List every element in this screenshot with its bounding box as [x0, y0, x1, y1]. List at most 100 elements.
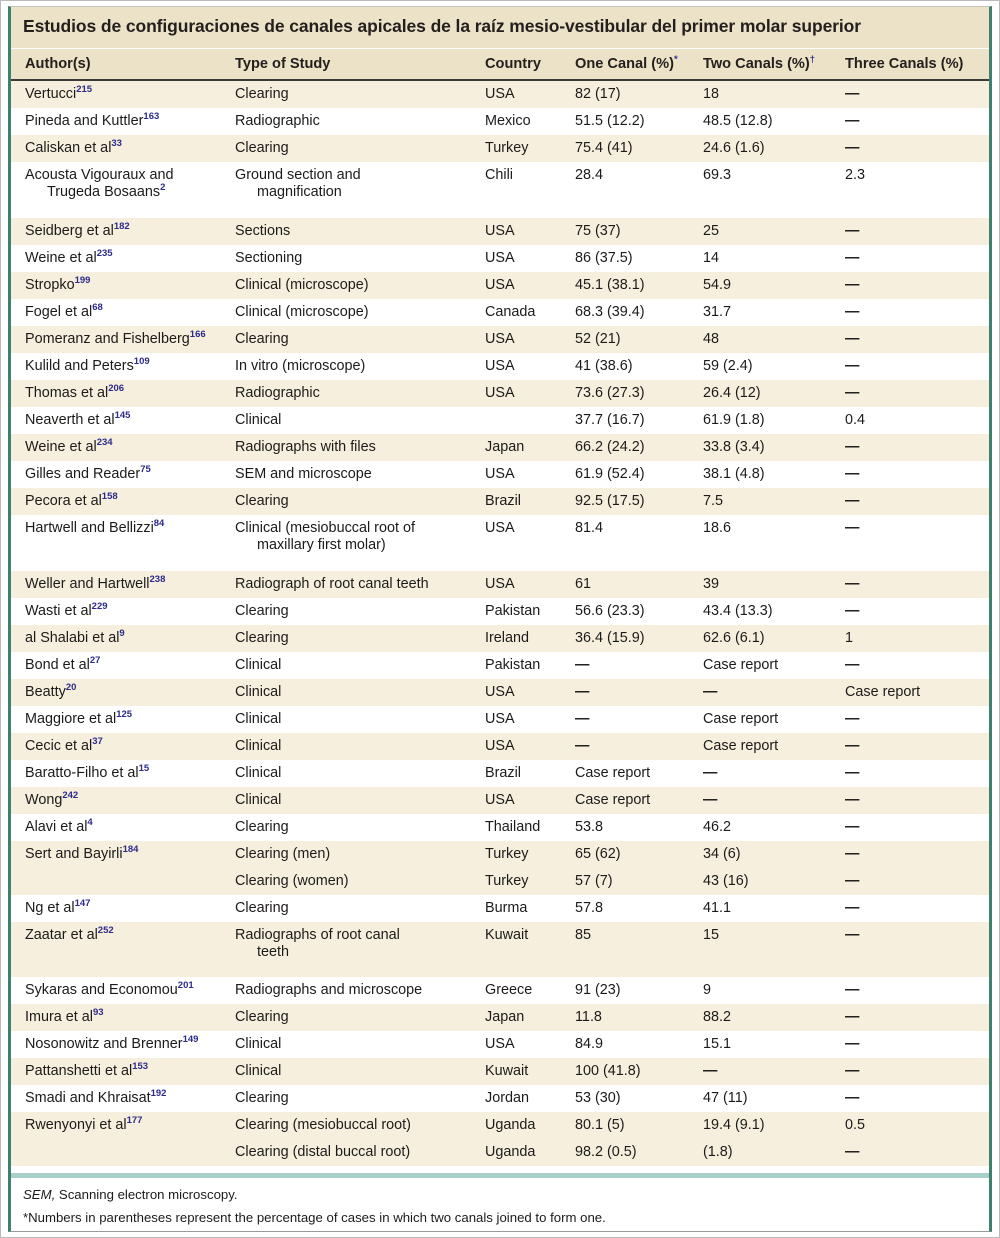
cell-one-canal: — [575, 705, 703, 733]
cell-two-canals-value: 31.7 [703, 303, 732, 320]
cell-two-canals-value: 38.1 (4.8) [703, 465, 765, 482]
author-name: Pomeranz and Fishelberg [25, 330, 190, 347]
cell-one-canal-value: 91 (23) [575, 982, 621, 999]
cell-three-canals: — [845, 1031, 989, 1059]
cell-country-value: Uganda [485, 1144, 536, 1161]
cell-three-canals: — [845, 1139, 989, 1167]
cell-country: Chili [485, 161, 575, 206]
cell-three-canals: — [845, 107, 989, 135]
cell-type-of-study: Sectioning [235, 244, 485, 272]
cell-author: Fogel et al68 [11, 298, 235, 326]
cell-one-canal-value: 85 [575, 926, 592, 943]
cell-one-canal: 37.7 (16.7) [575, 406, 703, 434]
cell-one-canal-value: 37.7 (16.7) [575, 411, 645, 428]
column-header-author-label: Author(s) [25, 56, 91, 72]
cell-two-canals: Case report [703, 732, 845, 760]
type-of-study-text: Radiographic [235, 112, 320, 129]
cell-three-canals: — [845, 433, 989, 461]
one-canal-footnote-marker: * [673, 54, 678, 66]
author-reference-number: 153 [132, 1061, 149, 1073]
type-of-study-text: Clearing (distal buccal root) [235, 1144, 411, 1161]
cell-one-canal-value: 57.8 [575, 899, 604, 916]
author-name: Pineda and Kuttler [25, 112, 144, 129]
cell-three-canals: — [845, 80, 989, 108]
cell-two-canals-value: 14 [703, 249, 720, 266]
table-row: Rwenyonyi et al177 Clearing (mesiobuccal … [11, 1112, 989, 1140]
cell-country-value: Pakistan [485, 602, 541, 619]
table-row: Sert and Bayirli184 Clearing (men) Turkey 6… [11, 840, 989, 868]
cell-two-canals-value: Case report [703, 710, 779, 727]
cell-three-canals: — [845, 352, 989, 380]
cell-one-canal-value: Case report [575, 764, 651, 781]
footnote-abbrev-term: SEM, [23, 1187, 56, 1202]
cell-country-value: USA [485, 330, 515, 347]
cell-two-canals-value: 15.1 [703, 1036, 732, 1053]
cell-author: Pecora et al158 [11, 487, 235, 515]
not-available-dash: — [845, 818, 860, 835]
cell-one-canal: — [575, 651, 703, 679]
cell-country: USA [485, 570, 575, 598]
cell-type-of-study: In vitro (microscope) [235, 352, 485, 380]
cell-country-value: Chili [485, 166, 513, 183]
cell-one-canal: 81.4 [575, 514, 703, 559]
type-of-study-text: Clinical [235, 791, 282, 808]
cell-two-canals-value: 18.6 [703, 519, 732, 536]
cell-author: Hartwell and Bellizzi84 [11, 514, 235, 559]
table-row: Pecora et al158 Clearing Brazil 92.5 (17.5)… [11, 487, 989, 515]
cell-three-canals: — [845, 759, 989, 787]
type-of-study-text: SEM and microscope [235, 465, 372, 482]
cell-one-canal: 68.3 (39.4) [575, 298, 703, 326]
author-name: Kulild and Peters [25, 357, 134, 374]
cell-two-canals: 62.6 (6.1) [703, 624, 845, 652]
cell-type-of-study: Clearing [235, 1004, 485, 1032]
cell-two-canals: 48 [703, 325, 845, 353]
cell-author: Gilles and Reader75 [11, 460, 235, 488]
cell-three-canals: — [845, 597, 989, 625]
author-name: Maggiore et al [25, 710, 117, 727]
cell-country-value: Jordan [485, 1090, 530, 1107]
cell-two-canals: 46.2 [703, 813, 845, 841]
cell-two-canals-value: 88.2 [703, 1009, 732, 1026]
not-available-dash: — [845, 845, 860, 862]
cell-country: USA [485, 460, 575, 488]
cell-one-canal: 91 (23) [575, 977, 703, 1005]
author-reference-number: 37 [92, 735, 103, 747]
type-of-study-text: Clearing (mesiobuccal root) [235, 1117, 411, 1134]
cell-two-canals: 54.9 [703, 271, 845, 299]
cell-country: USA [485, 1031, 575, 1059]
cell-country: USA [485, 379, 575, 407]
table-row: Zaatar et al252 Radiographs of root canal… [11, 921, 989, 966]
cell-author: Sykaras and Economou201 [11, 977, 235, 1005]
cell-type-of-study: Clinical [235, 705, 485, 733]
type-of-study-text: Radiograph of root canal teeth [235, 575, 429, 592]
cell-two-canals-value: 7.5 [703, 492, 724, 509]
author-name: Acousta Vigouraux and [25, 166, 174, 183]
cell-country-value: Japan [485, 438, 525, 455]
cell-one-canal-value: 73.6 (27.3) [575, 384, 645, 401]
cell-three-canals: — [845, 1004, 989, 1032]
cell-country: Turkey [485, 840, 575, 868]
cell-two-canals: 24.6 (1.6) [703, 134, 845, 162]
not-available-dash: — [575, 737, 590, 754]
table-row: Fogel et al68 Clinical (microscope) Canada… [11, 298, 989, 326]
author-reference-number: 235 [96, 248, 113, 260]
column-header-country: Country [485, 49, 575, 81]
type-of-study-text: Clearing [235, 86, 289, 102]
author-reference-number: 2 [160, 182, 166, 194]
cell-three-canals: — [845, 379, 989, 407]
table-row: Nosonowitz and Brenner149 Clinical USA 84.9… [11, 1031, 989, 1059]
type-of-study-text: Radiographic [235, 384, 320, 401]
author-name: Sykaras and Economou [25, 982, 178, 999]
cell-type-of-study: Radiographs of root canal teeth [235, 921, 485, 966]
type-of-study-text: In vitro (microscope) [235, 357, 366, 374]
cell-country-value: Turkey [485, 872, 529, 889]
cell-one-canal: 86 (37.5) [575, 244, 703, 272]
cell-country: USA [485, 786, 575, 814]
author-name: Pattanshetti et al [25, 1063, 133, 1080]
author-name: Pecora et al [25, 492, 102, 509]
cell-two-canals-value: 61.9 (1.8) [703, 411, 765, 428]
cell-two-canals-value: 15 [703, 926, 720, 943]
table-row: Baratto-Filho et al15 Clinical Brazil Case … [11, 759, 989, 787]
author-name: Neaverth et al [25, 411, 115, 428]
cell-one-canal-value: 36.4 (15.9) [575, 629, 645, 646]
